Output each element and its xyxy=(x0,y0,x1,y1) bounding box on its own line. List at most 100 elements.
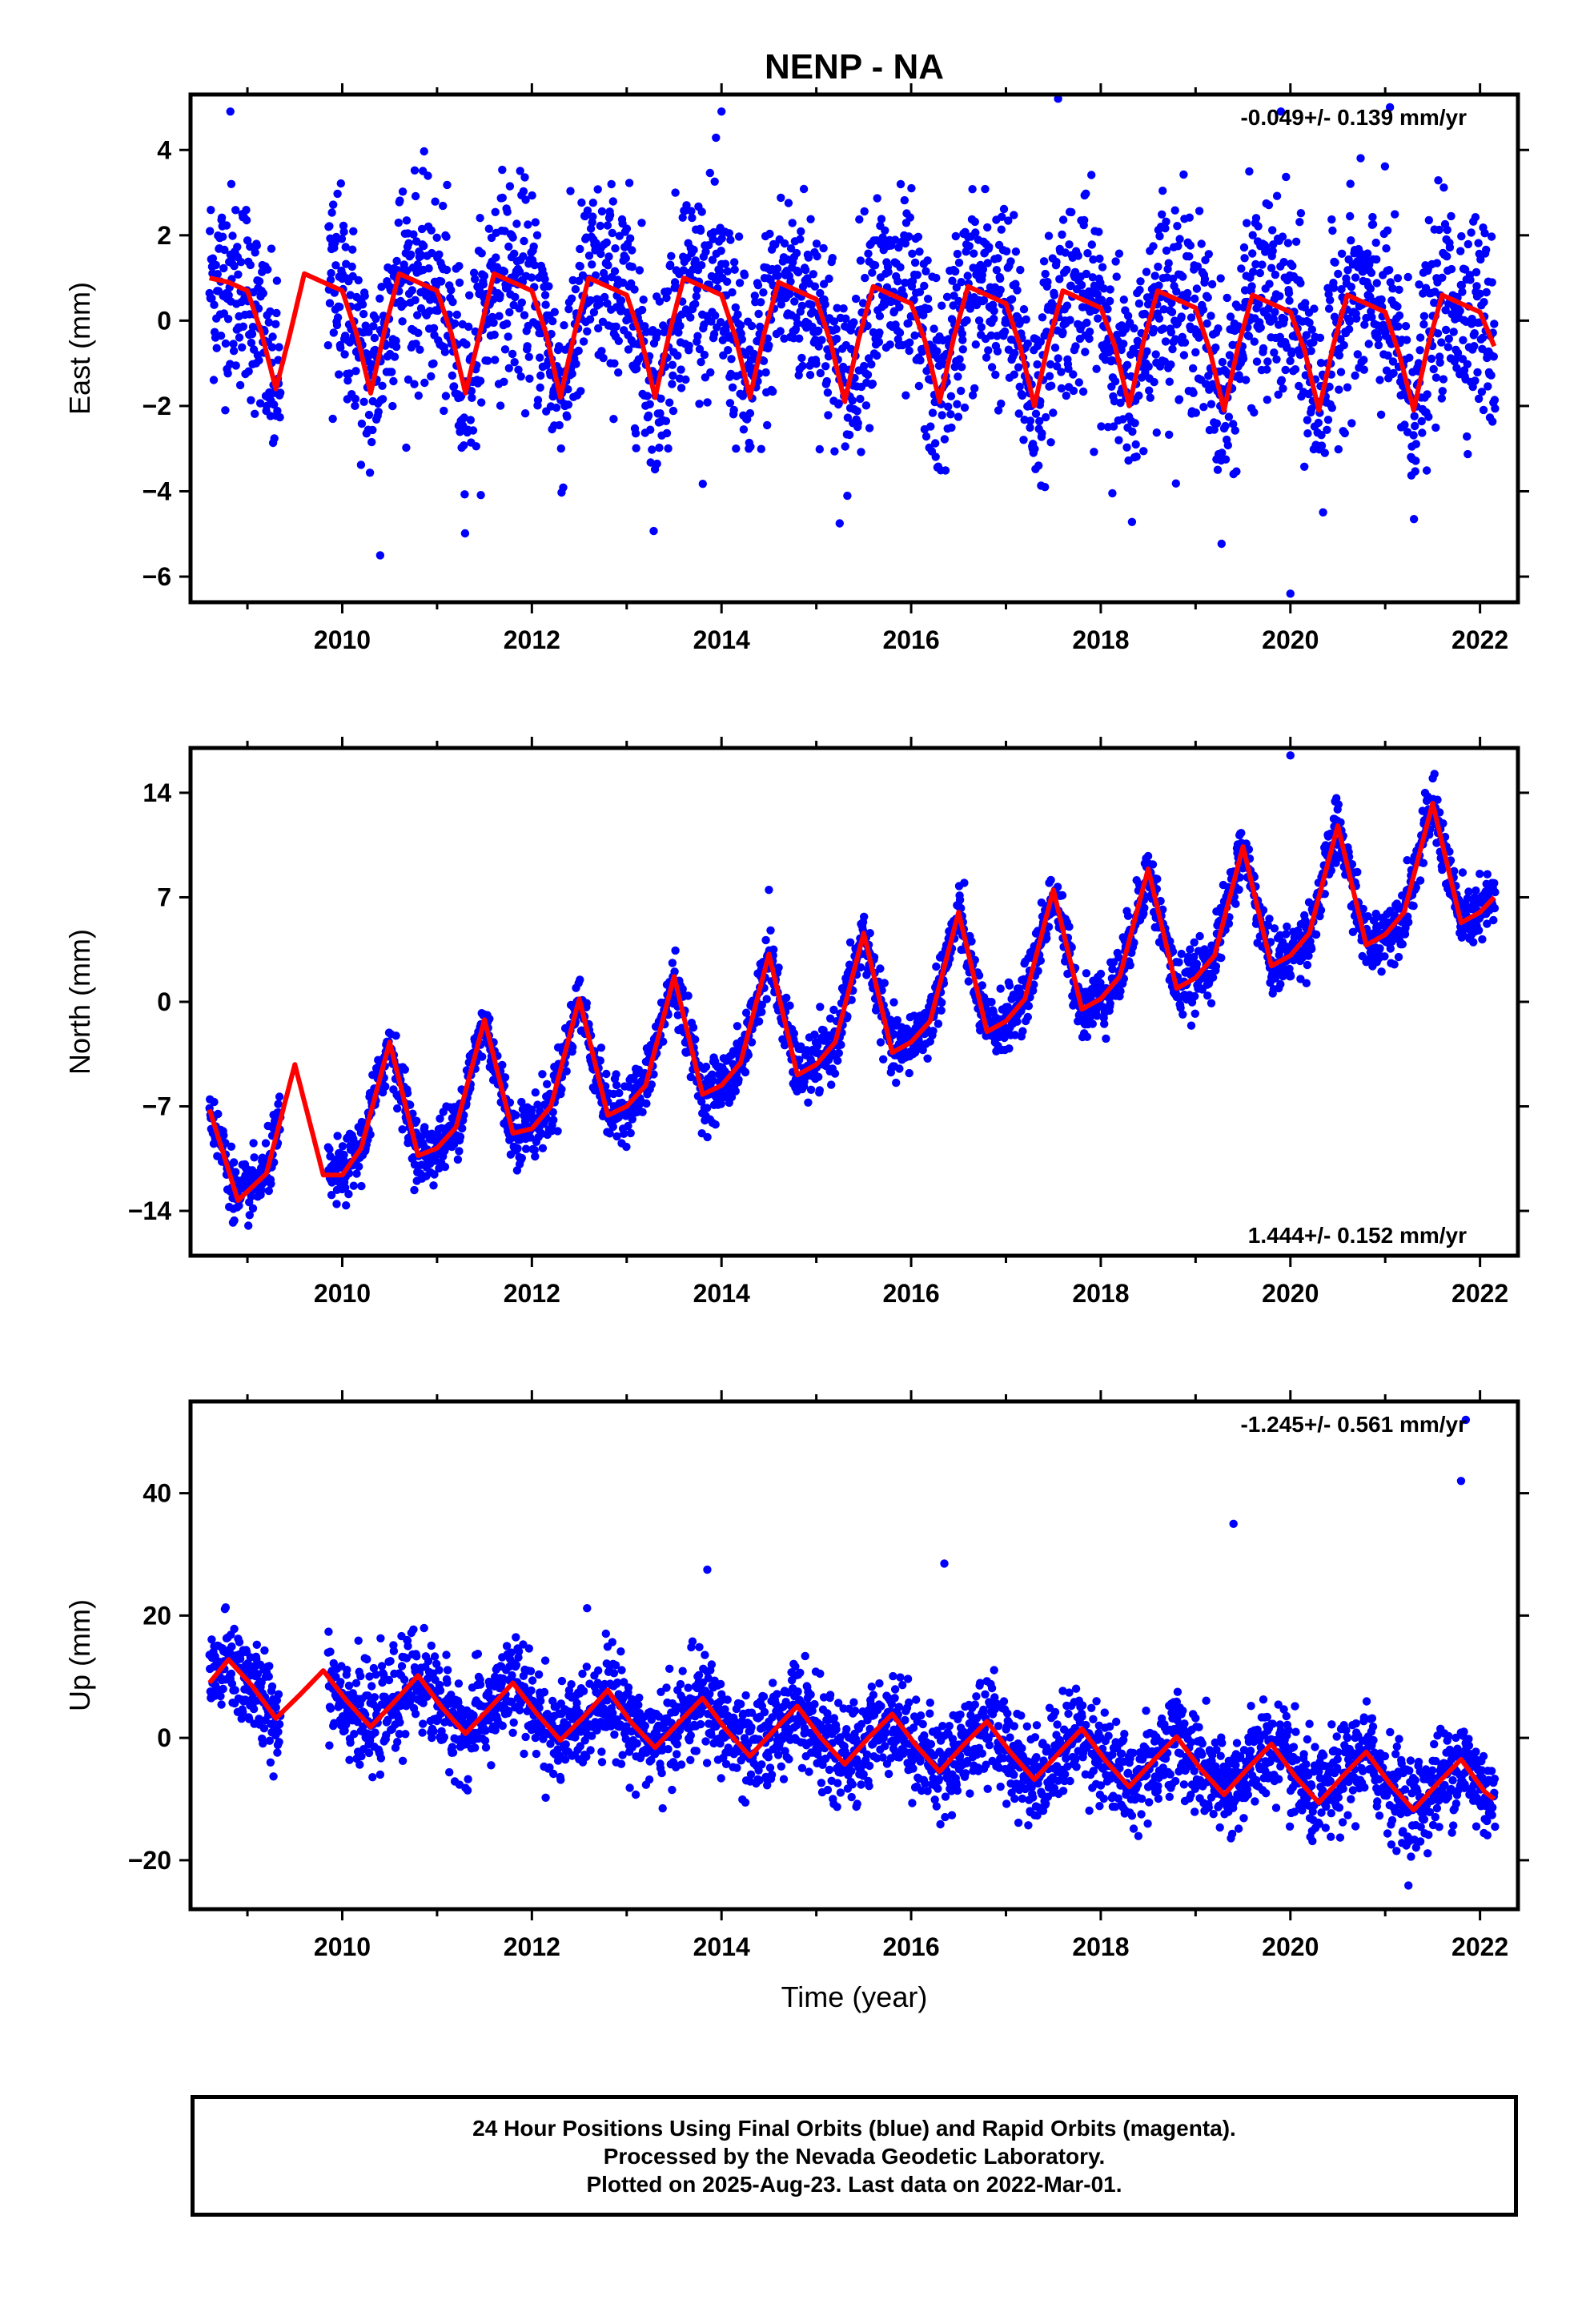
data-point xyxy=(901,239,910,248)
data-point xyxy=(1094,227,1103,236)
data-point xyxy=(257,1185,266,1195)
data-point xyxy=(460,413,468,422)
data-point xyxy=(409,230,418,239)
data-point xyxy=(520,311,529,320)
data-point xyxy=(477,398,486,407)
data-point xyxy=(843,413,853,422)
data-point xyxy=(536,383,544,392)
data-point xyxy=(1376,410,1386,419)
data-point xyxy=(1351,273,1360,282)
data-point xyxy=(402,443,411,452)
data-point xyxy=(816,1003,825,1011)
data-point xyxy=(1388,284,1397,293)
data-point xyxy=(735,279,745,287)
data-point xyxy=(327,268,335,278)
data-point xyxy=(1103,304,1112,314)
data-point xyxy=(1374,334,1383,343)
data-point xyxy=(491,356,500,364)
data-point xyxy=(905,213,915,222)
data-point xyxy=(652,459,661,468)
data-point xyxy=(1014,363,1023,372)
data-point xyxy=(824,411,833,420)
data-point xyxy=(681,375,690,384)
data-point xyxy=(614,368,623,377)
data-point xyxy=(601,274,610,283)
data-point xyxy=(1315,333,1325,342)
data-point xyxy=(631,429,640,438)
data-point xyxy=(547,329,556,339)
data-point xyxy=(821,362,830,371)
data-point xyxy=(825,274,833,283)
data-point xyxy=(1301,299,1310,308)
data-point xyxy=(725,229,733,238)
data-point xyxy=(970,217,980,227)
data-point xyxy=(937,1006,946,1015)
data-point xyxy=(968,185,977,194)
data-point xyxy=(1323,283,1332,292)
data-point xyxy=(733,1022,742,1031)
data-point xyxy=(1111,257,1120,266)
data-point xyxy=(267,1180,275,1188)
data-point xyxy=(585,315,595,324)
data-point xyxy=(905,1068,913,1078)
data-point xyxy=(400,1065,409,1074)
data-point xyxy=(1456,306,1464,316)
data-point xyxy=(389,376,398,386)
data-point xyxy=(498,1060,507,1070)
data-point xyxy=(1164,259,1173,267)
data-point xyxy=(790,297,799,306)
data-point xyxy=(1142,347,1151,356)
data-point xyxy=(958,336,967,344)
data-point xyxy=(1487,232,1496,241)
data-point xyxy=(777,193,785,203)
data-point xyxy=(1166,360,1175,369)
data-point xyxy=(1474,239,1483,247)
data-point xyxy=(1149,324,1158,334)
data-point xyxy=(944,402,953,411)
data-point xyxy=(847,995,856,1004)
data-point xyxy=(219,232,227,241)
data-point xyxy=(1453,348,1463,357)
data-point xyxy=(1083,249,1092,258)
data-point xyxy=(552,403,561,412)
data-point xyxy=(1200,275,1210,283)
data-point xyxy=(737,321,745,330)
data-point xyxy=(876,964,885,973)
data-point xyxy=(1052,257,1061,267)
data-point xyxy=(424,171,432,180)
data-point xyxy=(255,277,264,286)
data-point xyxy=(504,283,512,292)
data-point xyxy=(579,337,588,346)
data-point xyxy=(512,219,521,228)
data-point xyxy=(413,260,422,269)
data-point xyxy=(1015,382,1024,392)
data-point xyxy=(568,1043,577,1051)
data-point xyxy=(574,346,583,356)
data-point xyxy=(528,191,536,200)
y-tick-label: −2 xyxy=(143,392,171,420)
data-point xyxy=(1323,425,1331,434)
data-point xyxy=(1135,285,1144,295)
data-point xyxy=(1410,412,1419,420)
data-point xyxy=(326,275,335,284)
data-point xyxy=(1317,441,1327,450)
data-point xyxy=(508,349,517,359)
data-point xyxy=(325,222,334,231)
data-point xyxy=(1154,281,1163,290)
data-point xyxy=(797,301,807,311)
data-point xyxy=(1112,272,1121,281)
data-point xyxy=(1168,344,1177,354)
data-point xyxy=(1088,273,1098,282)
data-point xyxy=(970,384,979,393)
data-point xyxy=(221,339,231,348)
data-point xyxy=(1226,312,1235,321)
data-point xyxy=(577,198,586,207)
data-point xyxy=(797,1042,805,1051)
data-point xyxy=(982,353,991,362)
data-point xyxy=(642,1099,651,1108)
data-point xyxy=(1490,320,1499,328)
data-point xyxy=(1221,421,1230,431)
data-point xyxy=(1045,372,1054,380)
data-point xyxy=(857,448,865,456)
data-point xyxy=(1255,300,1263,309)
